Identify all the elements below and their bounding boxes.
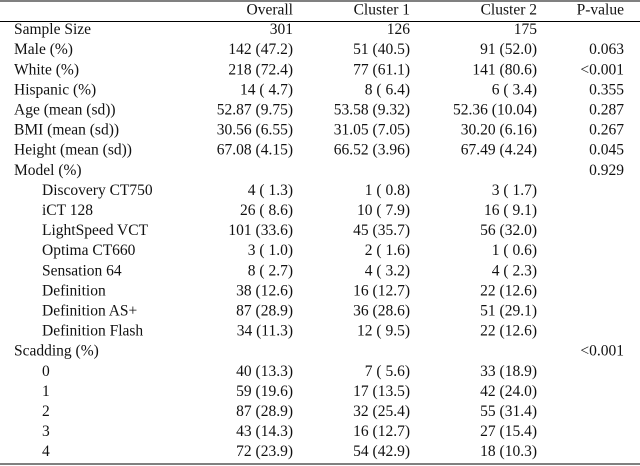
cell: 30.20 (6.16) <box>461 122 537 139</box>
cell: 53.58 (9.32) <box>334 101 410 118</box>
cell: 87 (28.9) <box>236 302 293 319</box>
row-label: Sensation 64 <box>42 262 122 279</box>
cell: 34 (11.3) <box>237 323 293 340</box>
p-value: 0.045 <box>589 142 624 159</box>
p-value: <0.001 <box>580 343 624 360</box>
cell: 32 (25.4) <box>353 403 410 420</box>
cell: 51 (29.1) <box>480 302 537 319</box>
column-header: P-value <box>577 2 624 19</box>
row-label: Discovery CT750 <box>42 182 153 199</box>
cell: 6 ( 3.4) <box>492 81 537 98</box>
cell: 2 ( 1.6) <box>365 242 410 259</box>
cell: 1 ( 0.6) <box>492 242 537 259</box>
row-label: Age (mean (sd)) <box>14 101 116 118</box>
cell: 43 (14.3) <box>236 423 293 440</box>
cell: 101 (33.6) <box>228 222 293 239</box>
row-label: iCT 128 <box>42 202 93 219</box>
cell: 4 ( 3.2) <box>365 262 410 279</box>
cell: 175 <box>514 21 538 38</box>
p-value: 0.355 <box>589 81 624 98</box>
cell: 12 ( 9.5) <box>357 323 410 340</box>
cell: 3 ( 1.7) <box>492 182 537 199</box>
row-label: 3 <box>42 423 50 440</box>
p-value: <0.001 <box>580 61 624 78</box>
cell: 77 (61.1) <box>353 61 410 78</box>
cell: 26 ( 8.6) <box>240 202 293 219</box>
cell: 38 (12.6) <box>236 282 293 299</box>
cell: 10 ( 7.9) <box>357 202 410 219</box>
row-label: Definition Flash <box>42 323 143 340</box>
row-label: Height (mean (sd)) <box>14 142 132 159</box>
cell: 22 (12.6) <box>480 282 537 299</box>
row-label: Male (%) <box>14 41 73 58</box>
cell: 51 (40.5) <box>353 41 410 58</box>
cell: 301 <box>270 21 293 38</box>
cell: 16 (12.7) <box>353 282 410 299</box>
cell: 142 (47.2) <box>228 41 293 58</box>
cell: 45 (35.7) <box>353 222 410 239</box>
row-label: 4 <box>42 443 50 460</box>
row-label: Scadding (%) <box>14 343 99 360</box>
row-label: Sample Size <box>14 21 91 38</box>
row-label: Definition AS+ <box>42 302 137 319</box>
row-label: Model (%) <box>14 162 82 179</box>
row-label: White (%) <box>14 61 79 78</box>
column-header: Cluster 1 <box>354 2 410 19</box>
cell: 17 (13.5) <box>353 383 410 400</box>
cell: 18 (10.3) <box>480 443 537 460</box>
row-label: Definition <box>42 282 106 299</box>
cell: 59 (19.6) <box>236 383 293 400</box>
row-label: 1 <box>42 383 50 400</box>
cell: 67.49 (4.24) <box>461 142 537 159</box>
row-label: Optima CT660 <box>42 242 136 259</box>
cell: 14 ( 4.7) <box>240 81 293 98</box>
p-value: 0.063 <box>589 41 624 58</box>
cell: 87 (28.9) <box>236 403 293 420</box>
cell: 54 (42.9) <box>353 443 410 460</box>
cell: 91 (52.0) <box>480 41 537 58</box>
row-label: Hispanic (%) <box>14 81 96 98</box>
column-header: Cluster 2 <box>481 2 537 19</box>
cell: 42 (24.0) <box>480 383 537 400</box>
cell: 56 (32.0) <box>480 222 537 239</box>
p-value: 0.929 <box>589 162 624 179</box>
cell: 3 ( 1.0) <box>248 242 293 259</box>
cell: 1 ( 0.8) <box>365 182 410 199</box>
cell: 67.08 (4.15) <box>217 142 293 159</box>
p-value: 0.287 <box>589 101 624 118</box>
column-header: Overall <box>247 2 293 19</box>
cell: 30.56 (6.55) <box>217 122 293 139</box>
row-label: 2 <box>42 403 50 420</box>
cell: 55 (31.4) <box>480 403 537 420</box>
row-label: LightSpeed VCT <box>42 222 149 239</box>
cell: 8 ( 6.4) <box>365 81 410 98</box>
cell: 27 (15.4) <box>480 423 537 440</box>
cell: 218 (72.4) <box>228 61 293 78</box>
cell: 4 ( 2.3) <box>492 262 537 279</box>
cell: 8 ( 2.7) <box>248 262 293 279</box>
cell: 52.36 (10.04) <box>453 101 537 118</box>
cell: 141 (80.6) <box>472 61 537 78</box>
cell: 4 ( 1.3) <box>248 182 293 199</box>
cell: 66.52 (3.96) <box>334 142 410 159</box>
cell: 31.05 (7.05) <box>334 122 410 139</box>
cell: 72 (23.9) <box>236 443 293 460</box>
cell: 7 ( 5.6) <box>365 363 410 380</box>
cell: 40 (13.3) <box>236 363 293 380</box>
cell: 126 <box>387 21 411 38</box>
cell: 52.87 (9.75) <box>217 101 293 118</box>
cell: 22 (12.6) <box>480 323 537 340</box>
row-label: 0 <box>42 363 50 380</box>
cell: 16 ( 9.1) <box>484 202 537 219</box>
p-value: 0.267 <box>589 122 624 139</box>
cell: 16 (12.7) <box>353 423 410 440</box>
row-label: BMI (mean (sd)) <box>14 122 119 139</box>
cell: 36 (28.6) <box>353 302 410 319</box>
cell: 33 (18.9) <box>480 363 537 380</box>
